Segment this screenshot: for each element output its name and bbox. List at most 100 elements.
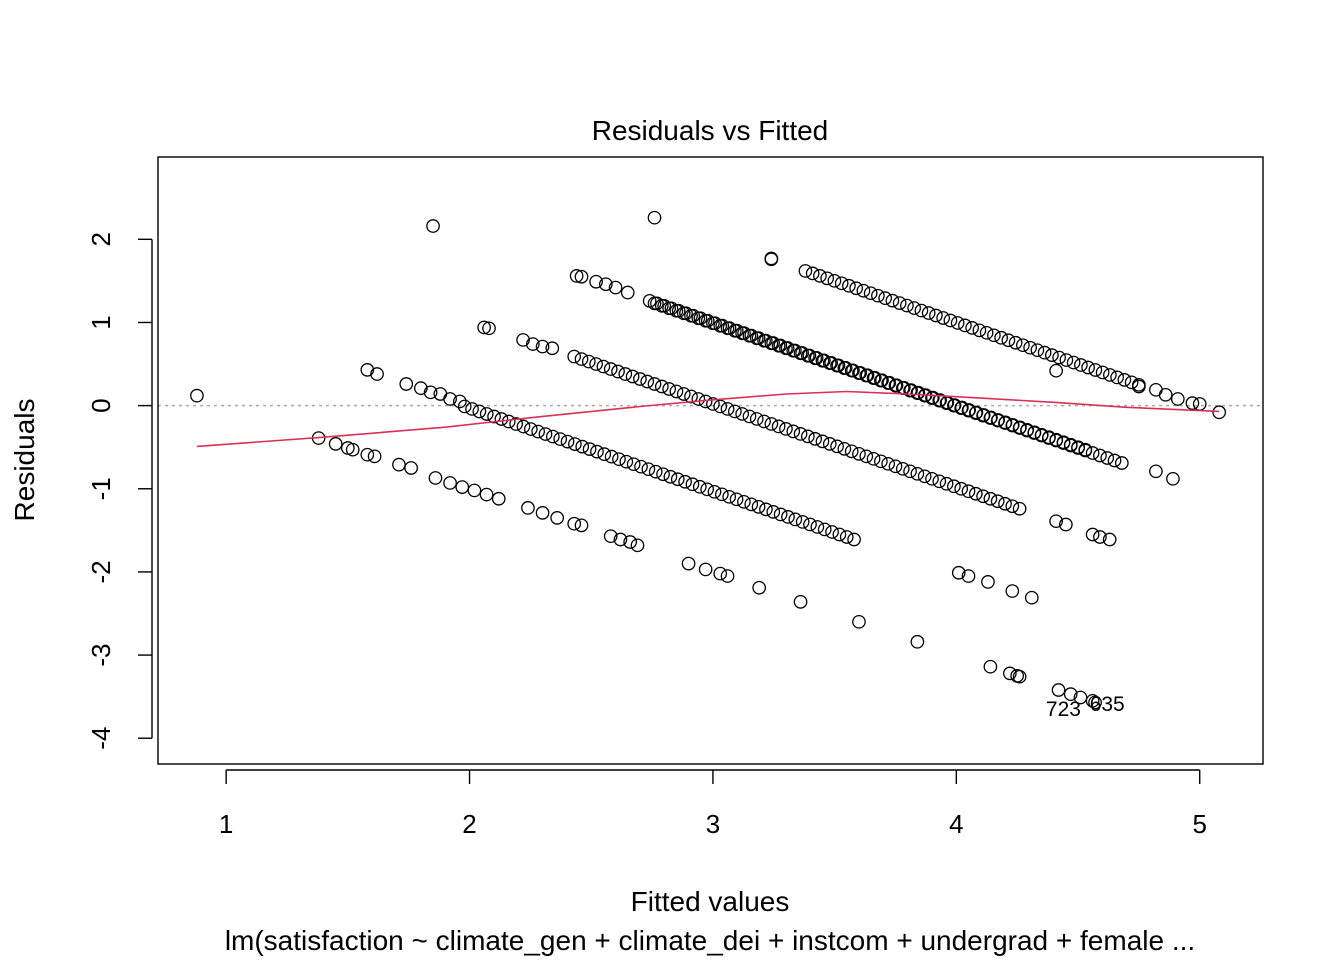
data-point bbox=[1059, 353, 1074, 367]
data-point bbox=[1020, 423, 1034, 438]
data-point bbox=[1085, 446, 1100, 460]
data-point bbox=[936, 311, 951, 325]
data-point bbox=[684, 308, 698, 323]
data-point bbox=[786, 343, 801, 358]
data-point bbox=[1049, 363, 1063, 378]
data-point bbox=[998, 416, 1012, 430]
data-point bbox=[597, 447, 612, 461]
data-point bbox=[1005, 584, 1020, 598]
data-point bbox=[423, 385, 438, 400]
data-point bbox=[457, 399, 472, 414]
data-point bbox=[598, 277, 613, 292]
data-point bbox=[757, 333, 771, 348]
data-point bbox=[521, 501, 535, 515]
data-point bbox=[706, 316, 720, 331]
data-point bbox=[487, 409, 501, 424]
data-point bbox=[482, 321, 496, 336]
data-point bbox=[793, 346, 808, 361]
lowess-line bbox=[196, 390, 1220, 448]
data-point bbox=[1045, 348, 1059, 362]
y-tick-label: -3 bbox=[86, 644, 116, 667]
data-point bbox=[574, 352, 589, 366]
data-point bbox=[1081, 360, 1095, 375]
data-point bbox=[817, 522, 832, 537]
data-point bbox=[859, 449, 874, 464]
data-point bbox=[1071, 441, 1085, 455]
data-point bbox=[706, 397, 720, 411]
data-point bbox=[779, 341, 793, 356]
data-point bbox=[1074, 358, 1088, 372]
data-point bbox=[516, 419, 531, 434]
x-tick-label: 5 bbox=[1192, 809, 1206, 839]
data-point bbox=[589, 274, 603, 289]
data-point bbox=[764, 336, 779, 351]
x-tick-label: 4 bbox=[949, 809, 963, 839]
data-point bbox=[947, 479, 961, 494]
data-point bbox=[698, 313, 713, 328]
data-point bbox=[1005, 418, 1020, 433]
data-point bbox=[815, 434, 830, 449]
y-tick-label: 0 bbox=[86, 398, 116, 412]
outlier-label: 635 bbox=[1090, 693, 1125, 716]
data-point bbox=[987, 328, 1001, 343]
data-point bbox=[581, 354, 596, 369]
data-point bbox=[370, 367, 384, 381]
data-point bbox=[713, 318, 728, 333]
data-point bbox=[950, 316, 965, 330]
data-points bbox=[190, 210, 1227, 710]
data-point bbox=[603, 362, 618, 376]
data-point bbox=[345, 442, 360, 457]
data-point bbox=[1049, 433, 1063, 448]
y-tick-label: 2 bbox=[86, 232, 116, 246]
data-point bbox=[766, 505, 781, 519]
data-point bbox=[618, 367, 633, 381]
data-point bbox=[1034, 428, 1049, 443]
data-point bbox=[516, 333, 530, 347]
data-point bbox=[494, 412, 509, 426]
data-point bbox=[764, 417, 779, 431]
data-point bbox=[866, 451, 881, 466]
x-tick-label: 1 bbox=[219, 809, 233, 839]
data-point bbox=[1110, 370, 1124, 385]
data-point bbox=[907, 301, 922, 315]
data-point bbox=[852, 366, 866, 381]
data-point bbox=[844, 444, 859, 459]
data-point bbox=[414, 381, 428, 396]
data-point bbox=[742, 328, 757, 343]
data-point bbox=[535, 339, 550, 354]
x-tick-label: 2 bbox=[462, 809, 476, 839]
data-point bbox=[465, 402, 479, 416]
y-tick-label: -1 bbox=[86, 477, 116, 500]
data-point bbox=[888, 378, 903, 393]
data-point bbox=[1041, 431, 1056, 445]
data-point bbox=[961, 403, 976, 418]
data-point bbox=[613, 532, 628, 547]
data-point bbox=[392, 457, 406, 472]
data-point bbox=[888, 459, 903, 474]
y-axis-label: Residuals bbox=[9, 399, 40, 522]
data-point bbox=[626, 457, 641, 472]
data-point bbox=[1005, 499, 1020, 514]
data-point bbox=[678, 474, 692, 489]
data-point bbox=[575, 439, 590, 454]
y-tick-label: 1 bbox=[86, 315, 116, 329]
data-point bbox=[647, 296, 662, 311]
data-point bbox=[662, 301, 676, 316]
data-point bbox=[961, 484, 976, 499]
data-point bbox=[662, 382, 676, 396]
data-point bbox=[367, 449, 382, 464]
data-point bbox=[892, 296, 907, 310]
data-point bbox=[426, 219, 440, 233]
data-point bbox=[560, 434, 575, 449]
chart-title: Residuals vs Fitted bbox=[592, 115, 829, 146]
data-point bbox=[1066, 355, 1081, 370]
data-point bbox=[1170, 392, 1185, 406]
data-point bbox=[1012, 421, 1027, 435]
data-point bbox=[1008, 335, 1023, 350]
data-point bbox=[801, 348, 815, 363]
data-point bbox=[545, 341, 560, 356]
data-point bbox=[827, 273, 842, 288]
data-point bbox=[443, 392, 457, 406]
data-point bbox=[815, 353, 830, 368]
data-point bbox=[467, 483, 482, 498]
